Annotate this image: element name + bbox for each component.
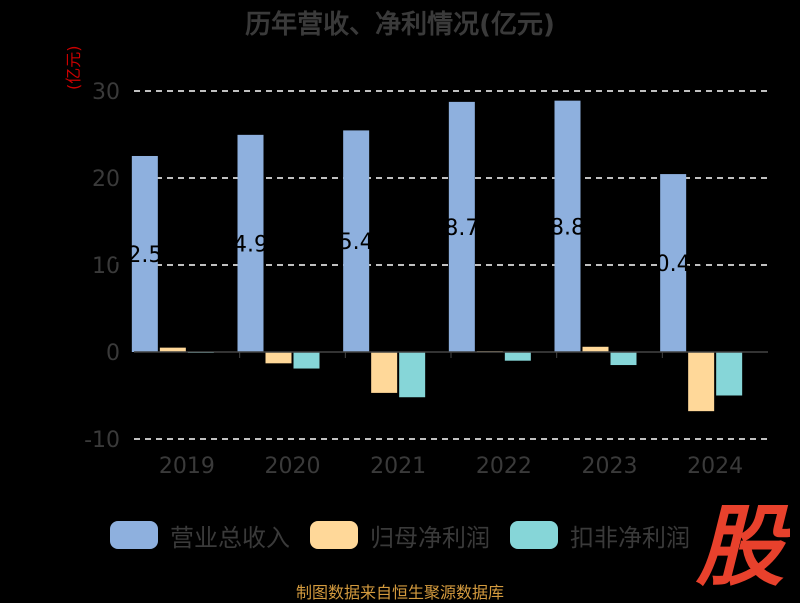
x-tick-label: 2022 [476,454,532,479]
x-tick-label: 2023 [582,454,638,479]
bar-deducted-profit [399,352,426,398]
bar-revenue [343,130,370,352]
y-tick-label: 10 [92,254,120,279]
data-label-revenue: 24.96 [219,232,282,257]
bar-deducted-profit [504,352,531,361]
bar-revenue [448,101,475,352]
legend-label-deducted-profit: 扣非净利润 [570,523,690,552]
bar-net-profit [688,352,715,412]
bar-revenue [554,100,581,352]
y-tick-label: 30 [92,80,120,105]
x-tick-label: 2024 [687,454,743,479]
bar-net-profit [371,352,398,393]
bar-revenue [660,174,687,352]
legend: 营业总收入 归母净利润 扣非净利润 [0,518,800,552]
data-label-revenue: 28.89 [536,215,599,240]
data-label-revenue: 22.53 [113,243,176,268]
bar-revenue [131,155,158,352]
legend-label-revenue: 营业总收入 [170,523,290,552]
data-label-revenue: 28.75 [430,216,493,241]
logo: 股 [695,495,790,590]
bar-deducted-profit [716,352,743,396]
logo-text: 股 [695,495,790,590]
data-label-revenue: 25.47 [325,230,388,255]
legend-item-net-profit[interactable]: 归母净利润 [310,518,490,552]
y-tick-label: 0 [106,341,120,366]
chart-title: 历年营收、净利情况(亿元) [245,10,555,40]
data-label-revenue: 20.45 [642,252,705,277]
bar-deducted-profit [610,352,637,366]
x-tick-label: 2020 [265,454,321,479]
source-footer: 制图数据来自恒生聚源数据库 [295,583,504,602]
legend-swatch-revenue [110,521,158,549]
legend-swatch-net-profit [310,521,358,549]
x-tick-label: 2021 [370,454,426,479]
bar-net-profit [265,352,292,364]
y-tick-label: -10 [84,428,120,453]
legend-item-revenue[interactable]: 营业总收入 [110,518,290,552]
x-tick-label: 2019 [159,454,215,479]
y-tick-label: 20 [92,167,120,192]
bar-revenue [237,134,264,352]
bar-deducted-profit [293,352,320,369]
legend-swatch-deducted-profit [510,521,558,549]
legend-label-net-profit: 归母净利润 [370,523,490,552]
legend-item-deducted-profit[interactable]: 扣非净利润 [510,518,690,552]
bar-net-profit [159,347,186,352]
bar-net-profit [582,346,609,352]
